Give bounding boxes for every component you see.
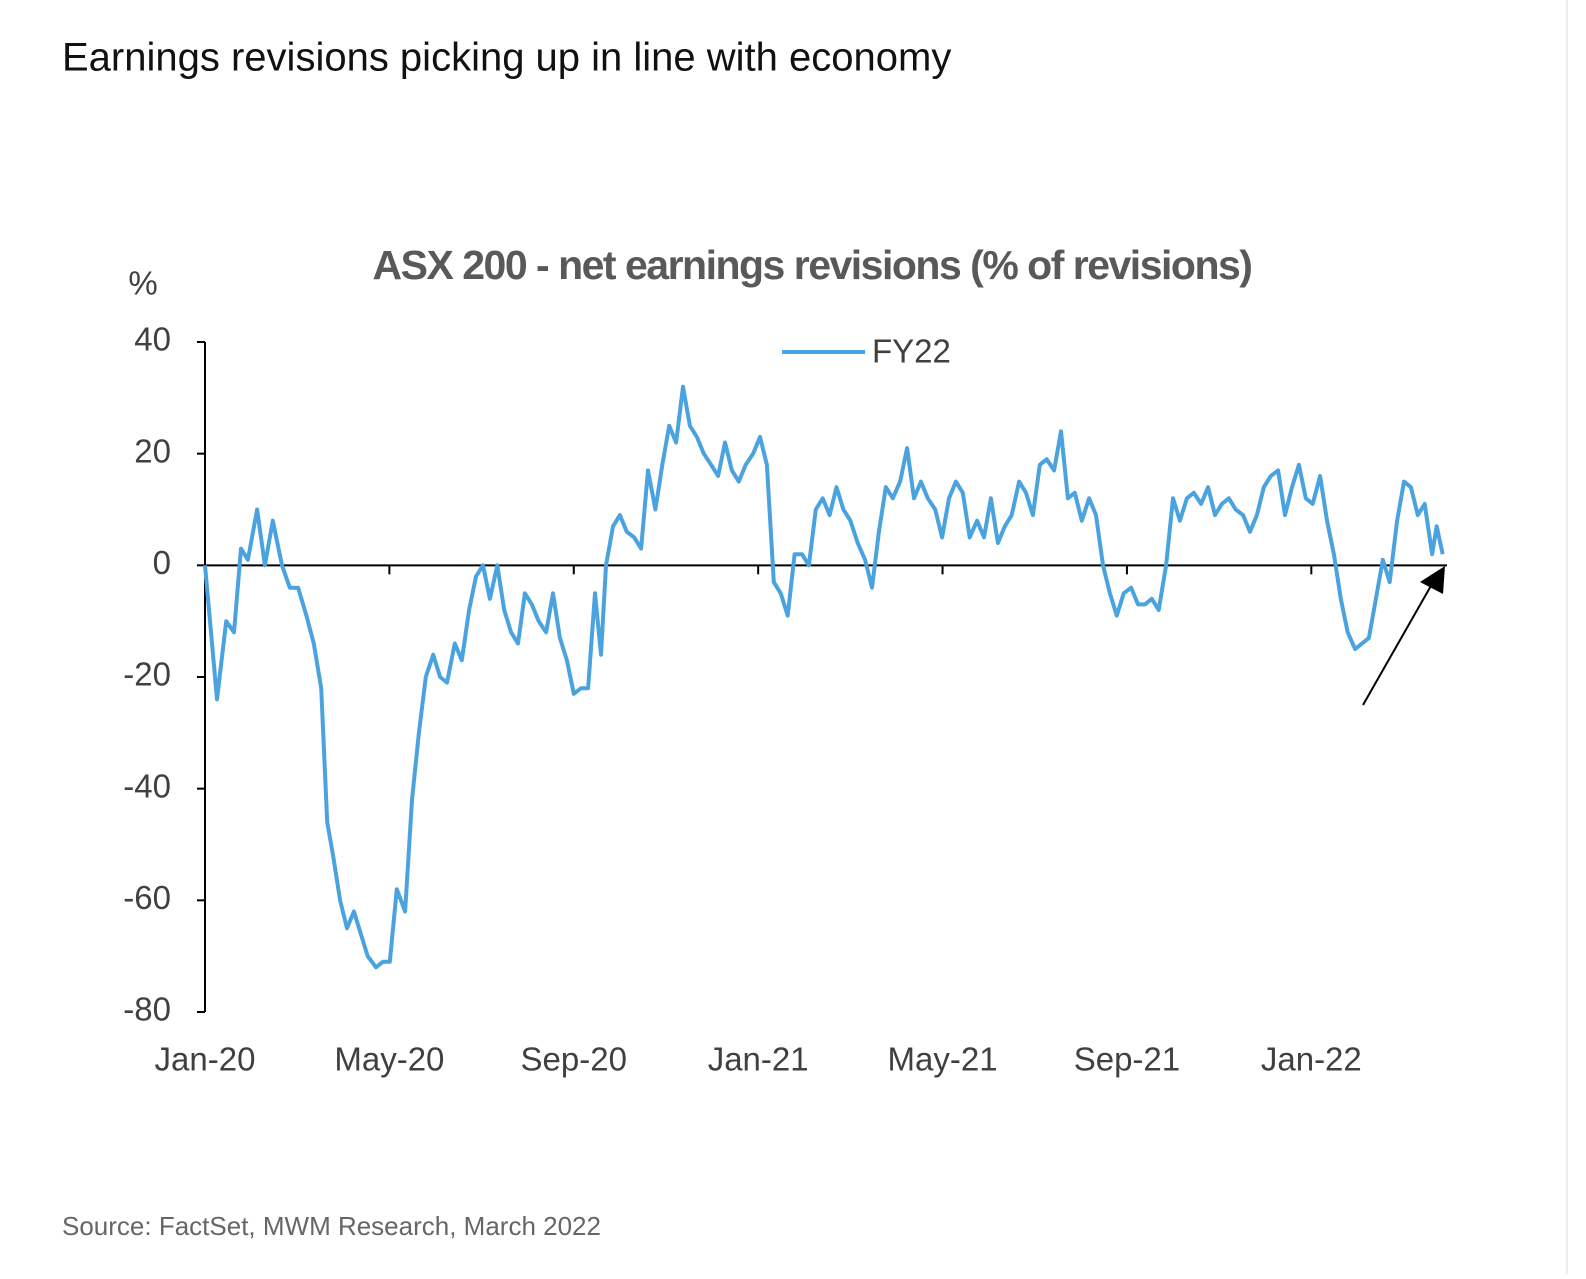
x-tick-label: Jan-22	[1261, 1041, 1362, 1078]
legend-label: FY22	[872, 333, 951, 370]
x-tick-label: Sep-20	[521, 1041, 627, 1078]
chart-title: ASX 200 - net earnings revisions (% of r…	[373, 242, 1252, 288]
y-tick-label: -20	[123, 656, 171, 693]
y-tick-label: 40	[134, 321, 171, 358]
page-heading: Earnings revisions picking up in line wi…	[62, 36, 951, 80]
y-axis-label: %	[128, 265, 157, 302]
data-line	[203, 384, 1445, 970]
y-tick-label: 20	[134, 432, 171, 469]
y-tick-label: -40	[123, 767, 171, 804]
x-tick-label: Jan-21	[708, 1041, 809, 1078]
y-tick-label: 0	[153, 544, 171, 581]
x-tick-label: Sep-21	[1074, 1041, 1180, 1078]
x-tick-label: May-20	[334, 1041, 444, 1078]
annotation-arrow	[1362, 583, 1433, 706]
arrow-head	[1420, 566, 1445, 594]
x-tick-label: May-21	[888, 1041, 998, 1078]
y-tick-label: -80	[123, 991, 171, 1028]
source: Source: FactSet, MWM Research, March 202…	[62, 1211, 601, 1241]
x-tick-label: Jan-20	[155, 1041, 256, 1078]
y-tick-label: -60	[123, 879, 171, 916]
